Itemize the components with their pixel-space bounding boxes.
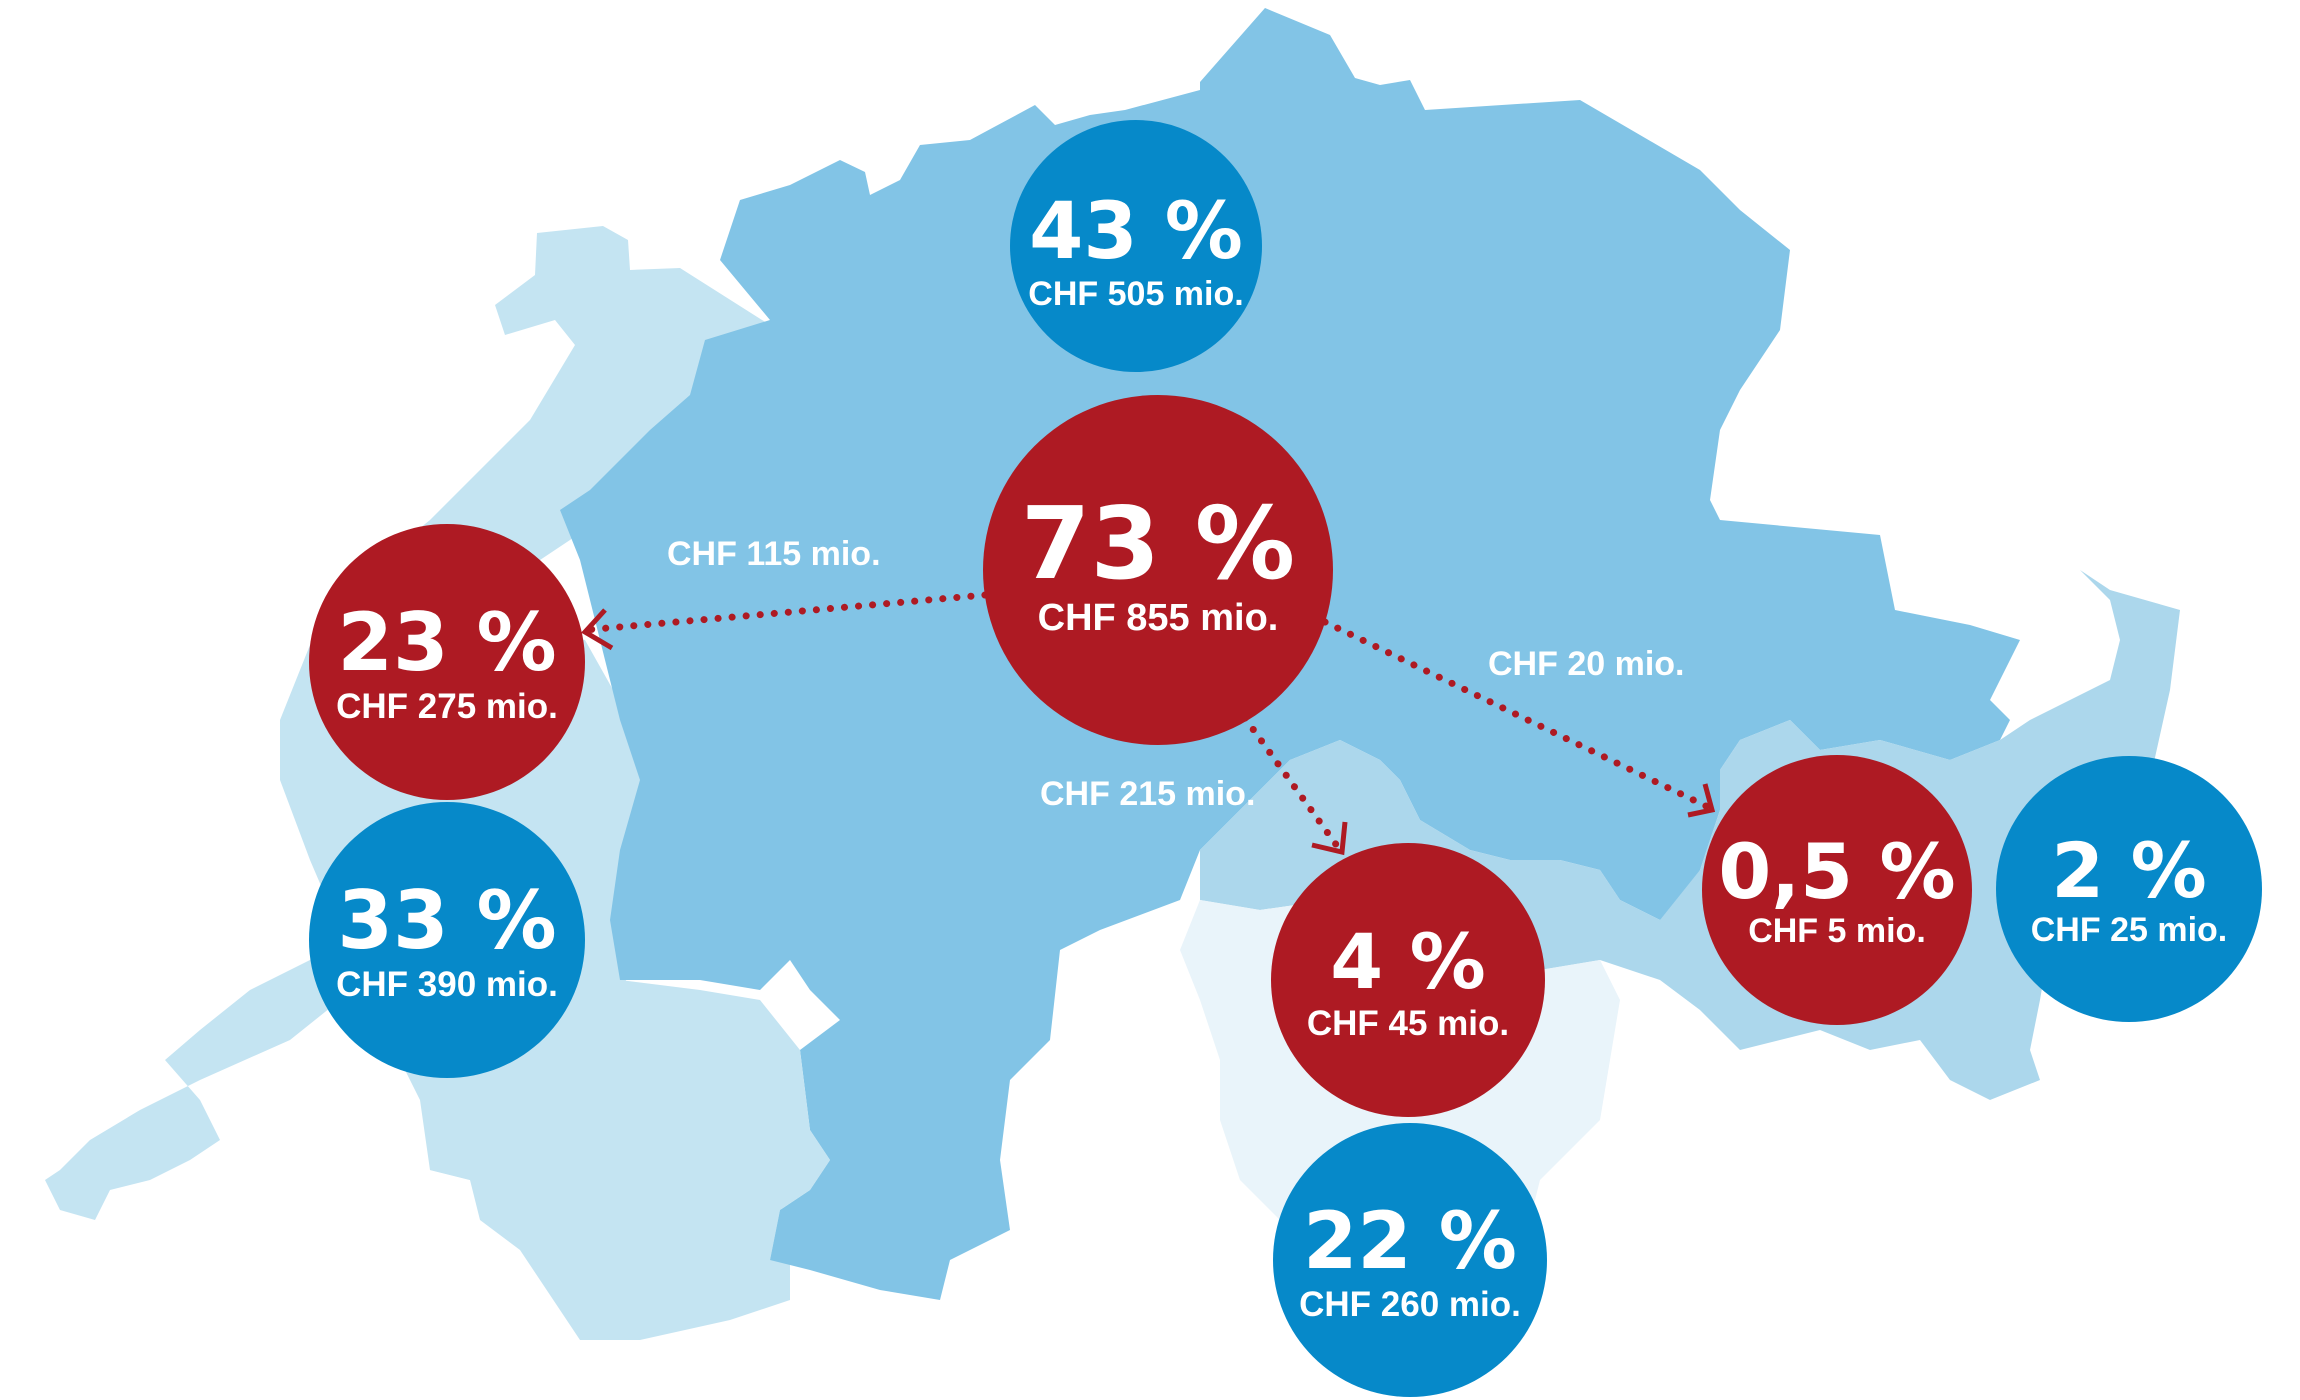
bubble-amount: CHF 260 mio. xyxy=(1299,1285,1521,1324)
bubble-amount: CHF 25 mio. xyxy=(2031,911,2227,949)
bubble-east-blue: 2 % CHF 25 mio. xyxy=(1996,756,2262,1022)
flow-label-west: CHF 115 mio. xyxy=(667,535,881,573)
bubble-amount: CHF 390 mio. xyxy=(336,965,558,1004)
bubble-circle xyxy=(309,524,585,800)
bubble-percent: 43 % xyxy=(1029,187,1243,277)
bubble-south-blue: 22 % CHF 260 mio. xyxy=(1273,1123,1547,1397)
bubble-circle xyxy=(1702,755,1972,1025)
flow-arrowhead-south xyxy=(1311,821,1348,856)
bubble-south-red: 4 % CHF 45 mio. xyxy=(1271,843,1545,1117)
flow-arrow-east xyxy=(1321,618,1714,812)
bubble-percent: 22 % xyxy=(1303,1197,1517,1287)
flow-arrows xyxy=(581,591,1716,856)
bubble-circle xyxy=(1273,1123,1547,1397)
bubble-circle xyxy=(309,802,585,1078)
bubble-west-blue: 33 % CHF 390 mio. xyxy=(309,802,585,1078)
flow-arrowhead-west xyxy=(581,608,614,651)
bubble-amount: CHF 505 mio. xyxy=(1028,275,1243,313)
bubble-circle xyxy=(983,395,1333,745)
bubble-percent: 73 % xyxy=(1021,485,1295,602)
bubble-west-red: 23 % CHF 275 mio. xyxy=(309,524,585,800)
bubble-east-red: 0,5 % CHF 5 mio. xyxy=(1702,755,1972,1025)
bubble-circle xyxy=(1271,843,1545,1117)
bubble-central-red: 73 % CHF 855 mio. xyxy=(983,395,1333,745)
flow-arrow-west xyxy=(581,591,989,634)
bubble-percent: 0,5 % xyxy=(1718,827,1955,916)
flow-label-east: CHF 20 mio. xyxy=(1488,645,1684,683)
flow-arrow-south xyxy=(1241,714,1344,854)
flow-arrowhead-east xyxy=(1687,783,1716,818)
flow-label-south: CHF 215 mio. xyxy=(1040,775,1255,813)
bubble-amount: CHF 45 mio. xyxy=(1307,1004,1509,1043)
bubble-amount: CHF 275 mio. xyxy=(336,687,558,726)
bubble-percent: 4 % xyxy=(1330,917,1486,1006)
bubble-percent: 33 % xyxy=(337,874,556,967)
bubble-percent: 2 % xyxy=(2051,826,2207,915)
bubble-circle xyxy=(1010,120,1262,372)
bubble-amount: CHF 5 mio. xyxy=(1748,912,1926,950)
bubble-amount: CHF 855 mio. xyxy=(1038,597,1279,639)
bubble-percent: 23 % xyxy=(337,596,556,689)
bubble-circle xyxy=(1996,756,2262,1022)
bubble-north-blue: 43 % CHF 505 mio. xyxy=(1010,120,1262,372)
